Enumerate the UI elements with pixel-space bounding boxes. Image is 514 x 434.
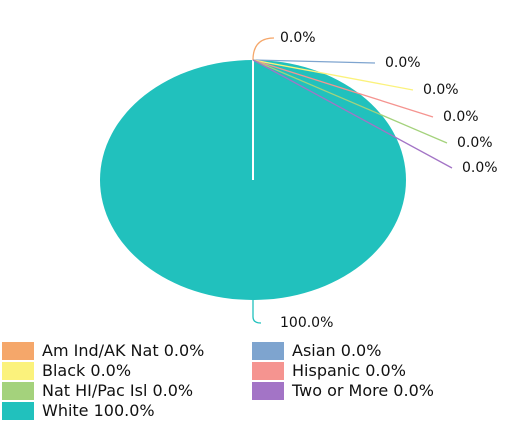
legend-label: Two or More 0.0%	[291, 381, 434, 400]
legend-label: Black 0.0%	[42, 361, 131, 380]
leader-line	[252, 59, 414, 91]
legend-name: Hispanic	[292, 361, 360, 380]
data-label: 0.0%	[457, 135, 493, 151]
leader-line	[252, 59, 376, 64]
legend-item: Nat HI/Pac Isl 0.0%	[2, 381, 193, 400]
legend-swatch	[2, 362, 34, 380]
legend-name: Am Ind/AK Nat	[42, 341, 159, 360]
legend-item: Hispanic 0.0%	[252, 361, 406, 380]
legend-label: Am Ind/AK Nat 0.0%	[42, 341, 204, 360]
legend-swatch	[252, 382, 284, 400]
legend-name: Black	[42, 361, 86, 380]
legend-swatch	[2, 342, 34, 360]
legend-item: Black 0.0%	[2, 361, 131, 380]
legend-label: Asian 0.0%	[292, 341, 381, 360]
legend-swatch	[2, 402, 34, 420]
legend-value: 0.0%	[164, 341, 205, 360]
legend-value: 0.0%	[152, 381, 193, 400]
legend-label: White 100.0%	[42, 401, 155, 420]
legend-value: 0.0%	[90, 361, 131, 380]
legend-label: Hispanic 0.0%	[292, 361, 406, 380]
legend-item: Asian 0.0%	[252, 341, 381, 360]
data-label: 0.0%	[385, 55, 421, 71]
data-label: 0.0%	[280, 30, 316, 46]
legend-swatch	[2, 382, 34, 400]
leader-line	[252, 59, 453, 169]
legend-name: Asian	[292, 341, 336, 360]
legend-item: White 100.0%	[2, 401, 155, 420]
leader-line	[252, 300, 262, 324]
legend-item: Two or More 0.0%	[252, 381, 434, 400]
legend-value: 100.0%	[94, 401, 155, 420]
legend-label: Nat HI/Pac Isl 0.0%	[42, 381, 193, 400]
legend-value: 0.0%	[393, 381, 434, 400]
legend-value: 0.0%	[365, 361, 406, 380]
legend-swatch	[252, 342, 284, 360]
legend-item: Am Ind/AK Nat 0.0%	[2, 341, 204, 360]
data-label: 0.0%	[462, 160, 498, 176]
legend-name: White	[42, 401, 89, 420]
data-label: 0.0%	[443, 109, 479, 125]
data-label: 100.0%	[280, 315, 333, 331]
legend-value: 0.0%	[341, 341, 382, 360]
legend: Am Ind/AK Nat 0.0% Asian 0.0%Black 0.0% Hi…	[2, 341, 434, 420]
leader-line	[252, 59, 434, 118]
leader-line	[252, 59, 448, 144]
leader-line	[252, 37, 275, 61]
legend-swatch	[252, 362, 284, 380]
data-label: 0.0%	[423, 82, 459, 98]
legend-name: Two or More	[291, 381, 388, 400]
legend-name: Nat HI/Pac Isl	[42, 381, 147, 400]
